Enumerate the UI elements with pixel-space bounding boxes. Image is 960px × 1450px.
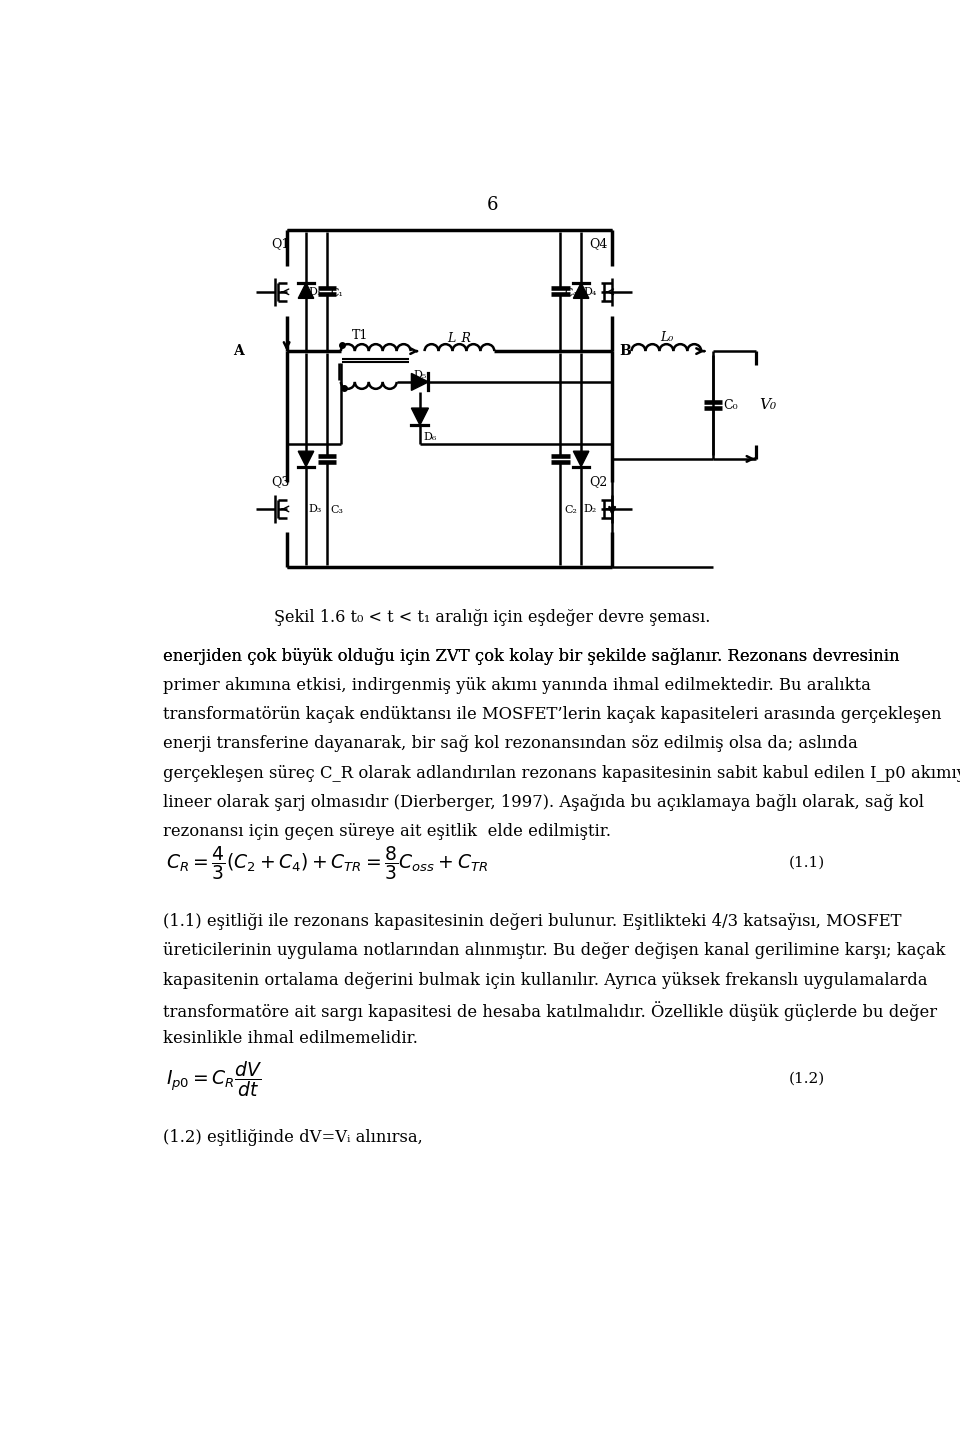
Text: Şekil 1.6 t₀ < t < t₁ aralığı için eşdeğer devre şeması.: Şekil 1.6 t₀ < t < t₁ aralığı için eşdeğ…: [274, 609, 710, 626]
Text: transformatöre ait sargı kapasitesi de hesaba katılmalıdır. Özellikle düşük güçl: transformatöre ait sargı kapasitesi de h…: [162, 1000, 937, 1021]
Text: C₁: C₁: [331, 289, 344, 297]
Polygon shape: [299, 283, 314, 299]
Text: Q2: Q2: [588, 476, 607, 489]
Text: lineer olarak şarj olmasıdır (Dierberger, 1997). Aşağıda bu açıklamaya bağlı ola: lineer olarak şarj olmasıdır (Dierberger…: [162, 793, 924, 811]
Polygon shape: [412, 374, 428, 390]
Text: C₂: C₂: [564, 505, 577, 515]
Text: (1.1) eşitliği ile rezonans kapasitesinin değeri bulunur. Eşitlikteki 4/3 katsaÿ: (1.1) eşitliği ile rezonans kapasitesini…: [162, 914, 901, 931]
Text: kapasitenin ortalama değerini bulmak için kullanılır. Ayrıca yüksek frekanslı uy: kapasitenin ortalama değerini bulmak içi…: [162, 972, 927, 989]
Text: D₅: D₅: [414, 370, 426, 380]
Text: gerçekleşen süreç C_R olarak adlandırılan rezonans kapasitesinin sabit kabul edi: gerçekleşen süreç C_R olarak adlandırıla…: [162, 764, 960, 782]
Text: V₀: V₀: [759, 397, 777, 412]
Text: 6: 6: [487, 196, 497, 213]
Text: $I_{p0} = C_R \dfrac{dV}{dt}$: $I_{p0} = C_R \dfrac{dV}{dt}$: [166, 1058, 263, 1099]
Polygon shape: [573, 283, 588, 299]
Text: Q3: Q3: [271, 476, 290, 489]
Text: B: B: [619, 344, 631, 358]
Text: D₆: D₆: [423, 432, 437, 442]
Text: $C_R = \dfrac{4}{3}(C_2 + C_4) + C_{TR} = \dfrac{8}{3}C_{oss} + C_{TR}$: $C_R = \dfrac{4}{3}(C_2 + C_4) + C_{TR} …: [166, 844, 489, 882]
Text: C₃: C₃: [331, 505, 344, 515]
Text: kesinlikle ihmal edilmemelidir.: kesinlikle ihmal edilmemelidir.: [162, 1031, 418, 1047]
Text: T1: T1: [352, 329, 369, 342]
Text: A: A: [233, 344, 244, 358]
Text: enerjiden çok büyük olduğu için ZVT çok kolay bir şekilde sağlanır. Rezonans dev: enerjiden çok büyük olduğu için ZVT çok …: [162, 648, 900, 664]
Text: Q4: Q4: [588, 236, 608, 249]
Text: enerjiden çok büyük olduğu için ZVT çok kolay bir şekilde sağlanır. Rezonans dev: enerjiden çok büyük olduğu için ZVT çok …: [162, 648, 900, 664]
Text: Q1: Q1: [271, 236, 290, 249]
Polygon shape: [412, 407, 428, 425]
Text: rezonansı için geçen süreye ait eşitlik  elde edilmiştir.: rezonansı için geçen süreye ait eşitlik …: [162, 824, 611, 840]
Text: üreticilerinin uygulama notlarından alınmıştır. Bu değer değişen kanal gerilimin: üreticilerinin uygulama notlarından alın…: [162, 942, 946, 960]
Text: (1.1): (1.1): [789, 856, 826, 870]
Text: (1.2): (1.2): [789, 1072, 826, 1086]
Polygon shape: [573, 451, 588, 467]
Text: L₀: L₀: [660, 331, 673, 344]
Text: C₄: C₄: [564, 289, 577, 297]
Text: D₃: D₃: [308, 505, 322, 513]
Text: C₀: C₀: [724, 399, 738, 412]
Text: enerji transferine dayanarak, bir sağ kol rezonansından söz edilmiş olsa da; asl: enerji transferine dayanarak, bir sağ ko…: [162, 735, 857, 753]
Text: D₄: D₄: [584, 287, 597, 297]
Text: D₂: D₂: [584, 505, 597, 513]
Polygon shape: [299, 451, 314, 467]
Text: transformatörün kaçak endüktansı ile MOSFET’lerin kaçak kapasiteleri arasında ge: transformatörün kaçak endüktansı ile MOS…: [162, 706, 941, 724]
Text: L_R: L_R: [447, 331, 471, 344]
Text: primer akımına etkisi, indirgenmiş yük akımı yanında ihmal edilmektedir. Bu aral: primer akımına etkisi, indirgenmiş yük a…: [162, 677, 871, 693]
Text: (1.2) eşitliğinde dV=Vᵢ alınırsa,: (1.2) eşitliğinde dV=Vᵢ alınırsa,: [162, 1128, 422, 1146]
Text: D₁: D₁: [308, 287, 322, 297]
